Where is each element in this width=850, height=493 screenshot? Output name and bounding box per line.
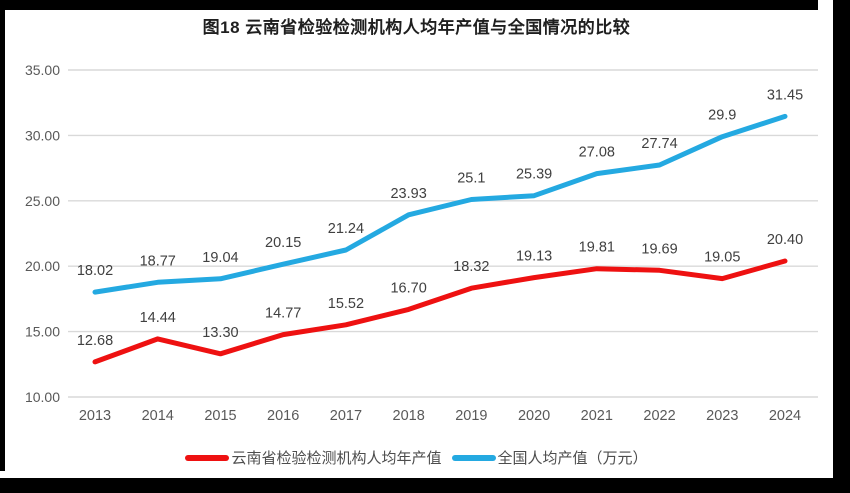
data-label-yunnan: 19.81 — [579, 240, 615, 256]
data-label-national: 21.24 — [328, 221, 364, 237]
x-tick-label: 2015 — [204, 408, 236, 424]
y-tick-label: 10.00 — [25, 389, 60, 405]
data-label-yunnan: 19.69 — [641, 241, 677, 257]
data-label-national: 23.93 — [390, 186, 426, 202]
data-label-yunnan: 16.70 — [390, 280, 426, 296]
legend-swatch-yunnan — [185, 454, 230, 461]
x-tick-label: 2016 — [267, 408, 299, 424]
legend-label-national: 全国人均产值（万元） — [497, 450, 648, 467]
data-label-national: 25.39 — [516, 167, 552, 183]
data-label-yunnan: 13.30 — [202, 325, 238, 341]
data-label-national: 27.08 — [579, 145, 615, 161]
y-tick-label: 25.00 — [25, 193, 60, 209]
data-label-national: 27.74 — [641, 136, 677, 152]
data-label-national: 29.9 — [708, 108, 736, 124]
legend-label-yunnan: 云南省检验检测机构人均年产值 — [231, 450, 442, 467]
data-label-yunnan: 14.44 — [140, 310, 176, 326]
data-label-yunnan: 20.40 — [767, 232, 803, 248]
series-line-yunnan — [92, 258, 788, 365]
data-label-yunnan: 19.13 — [516, 249, 552, 265]
x-tick-label: 2020 — [518, 408, 550, 424]
chart-title: 图18 云南省检验检测机构人均年产值与全国情况的比较 — [202, 18, 631, 37]
series-line-national — [92, 113, 788, 295]
chart-legend: 云南省检验检测机构人均年产值 全国人均产值（万元） — [0, 447, 833, 468]
data-label-national: 31.45 — [767, 87, 803, 103]
x-tick-label: 2024 — [769, 408, 801, 424]
x-tick-label: 2017 — [330, 408, 362, 424]
x-tick-label: 2013 — [79, 408, 111, 424]
legend-item-national: 全国人均产值（万元） — [451, 447, 648, 468]
data-label-yunnan: 18.32 — [453, 259, 489, 275]
legend-item-yunnan: 云南省检验检测机构人均年产值 — [185, 447, 442, 468]
y-tick-label: 20.00 — [25, 258, 60, 274]
frame-top-bar — [0, 0, 818, 10]
data-label-national: 18.02 — [77, 263, 113, 279]
data-label-national: 25.1 — [457, 170, 485, 186]
data-label-yunnan: 12.68 — [77, 333, 113, 349]
y-tick-label: 35.00 — [25, 62, 60, 78]
legend-swatch-national — [451, 454, 496, 461]
data-label-yunnan: 19.05 — [704, 250, 740, 266]
x-tick-label: 2019 — [455, 408, 487, 424]
y-tick-label: 15.00 — [25, 324, 60, 340]
x-tick-label: 2014 — [142, 408, 174, 424]
y-tick-label: 30.00 — [25, 127, 60, 143]
data-label-national: 20.15 — [265, 235, 301, 251]
data-label-yunnan: 14.77 — [265, 306, 301, 322]
frame-left-bar — [0, 0, 5, 471]
x-tick-label: 2022 — [643, 408, 675, 424]
data-label-national: 18.77 — [140, 253, 176, 269]
frame-right-bar — [833, 0, 850, 493]
x-tick-label: 2021 — [581, 408, 613, 424]
frame-bottom-bar — [0, 478, 850, 493]
x-tick-label: 2023 — [706, 408, 738, 424]
x-tick-label: 2018 — [393, 408, 425, 424]
data-label-national: 19.04 — [202, 250, 238, 266]
data-label-yunnan: 15.52 — [328, 296, 364, 312]
